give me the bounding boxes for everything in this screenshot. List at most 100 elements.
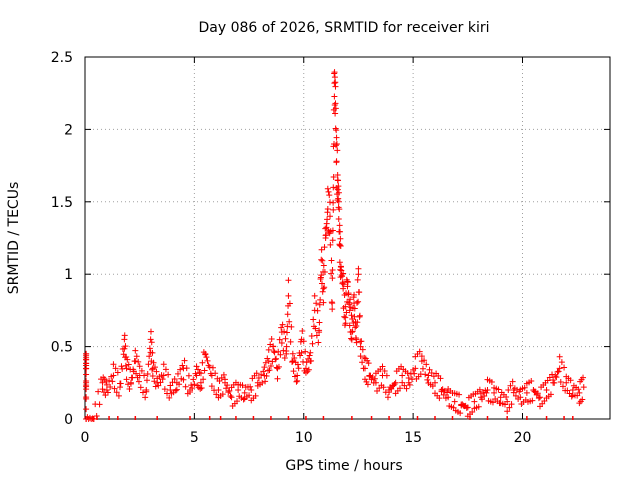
data-point [342, 314, 349, 321]
data-point [180, 365, 187, 372]
data-point [328, 257, 335, 264]
data-point [148, 339, 155, 346]
data-point [218, 374, 225, 381]
y-tick-labels: 0 0.5 1 1.5 2 2.5 [51, 50, 73, 428]
data-point [265, 346, 272, 353]
data-point [506, 404, 513, 411]
data-point [293, 378, 300, 385]
data-point [324, 216, 331, 223]
data-point [135, 378, 142, 385]
data-point [278, 340, 285, 347]
data-point [346, 322, 353, 329]
data-point [353, 322, 360, 329]
data-point [179, 362, 186, 369]
x-tick-label: 15 [404, 430, 422, 446]
data-point [354, 319, 361, 326]
data-point [286, 318, 293, 325]
data-point [322, 235, 329, 241]
data-point [122, 362, 129, 369]
data-point [261, 364, 268, 371]
data-point [111, 385, 118, 392]
data-point [83, 360, 90, 367]
data-point [146, 345, 153, 352]
data-point [346, 307, 353, 314]
chart-title: Day 086 of 2026, SRMTID for receiver kir… [198, 20, 489, 36]
data-point [426, 366, 433, 373]
data-point [412, 365, 419, 372]
data-point [549, 371, 556, 378]
data-point [329, 237, 336, 244]
data-point [188, 382, 195, 389]
data-point [305, 366, 312, 373]
data-point [361, 354, 368, 361]
data-point [225, 389, 232, 396]
data-point [161, 386, 168, 393]
data-point [576, 389, 583, 396]
data-point [278, 324, 285, 331]
data-point [424, 376, 431, 383]
data-point [507, 382, 514, 389]
data-point [504, 408, 511, 415]
data-point [197, 385, 204, 392]
data-point [327, 199, 333, 206]
data-point [329, 300, 336, 307]
data-point [363, 378, 370, 385]
data-point [113, 389, 120, 396]
data-point [149, 349, 156, 356]
data-point [241, 389, 248, 396]
data-point [117, 380, 124, 387]
data-point [289, 358, 296, 365]
data-point [405, 379, 412, 386]
data-point [318, 246, 325, 253]
data-point [83, 416, 90, 422]
data-point [579, 396, 586, 403]
data-point [357, 343, 364, 350]
data-point [336, 222, 343, 229]
y-tick-label: 0.5 [51, 340, 73, 356]
grid-lines [85, 57, 610, 419]
data-point [264, 355, 271, 362]
data-point [521, 384, 528, 391]
data-point [283, 329, 290, 336]
data-point [544, 377, 551, 384]
axis-ticks [84, 56, 610, 420]
data-point [345, 290, 352, 297]
data-point [298, 349, 305, 356]
data-point [129, 374, 136, 381]
data-point [329, 267, 336, 274]
data-point [335, 183, 342, 190]
data-point [139, 389, 146, 396]
data-point [327, 241, 334, 248]
data-point [355, 271, 362, 278]
data-point [309, 340, 316, 347]
data-point [568, 393, 575, 400]
data-point [554, 369, 561, 376]
data-point [336, 242, 343, 249]
data-point [118, 363, 125, 370]
data-point [564, 387, 571, 394]
data-point [547, 391, 554, 398]
data-point [228, 394, 235, 401]
data-point [512, 392, 519, 399]
data-point [497, 394, 504, 401]
data-point [262, 378, 269, 385]
data-point [471, 398, 478, 405]
data-point [267, 362, 274, 369]
data-point [329, 306, 336, 313]
data-point [559, 383, 566, 390]
data-point [162, 366, 169, 373]
data-point [171, 376, 178, 382]
data-point [456, 391, 463, 398]
data-point [196, 369, 203, 376]
data-point [283, 350, 290, 357]
data-point [138, 367, 145, 374]
data-point [284, 311, 291, 318]
data-point [291, 355, 298, 362]
data-point [469, 408, 476, 415]
data-point [328, 270, 335, 277]
data-point [185, 372, 192, 379]
data-point [198, 384, 205, 391]
data-point [445, 394, 452, 401]
data-point [265, 358, 272, 365]
data-point [318, 272, 325, 279]
